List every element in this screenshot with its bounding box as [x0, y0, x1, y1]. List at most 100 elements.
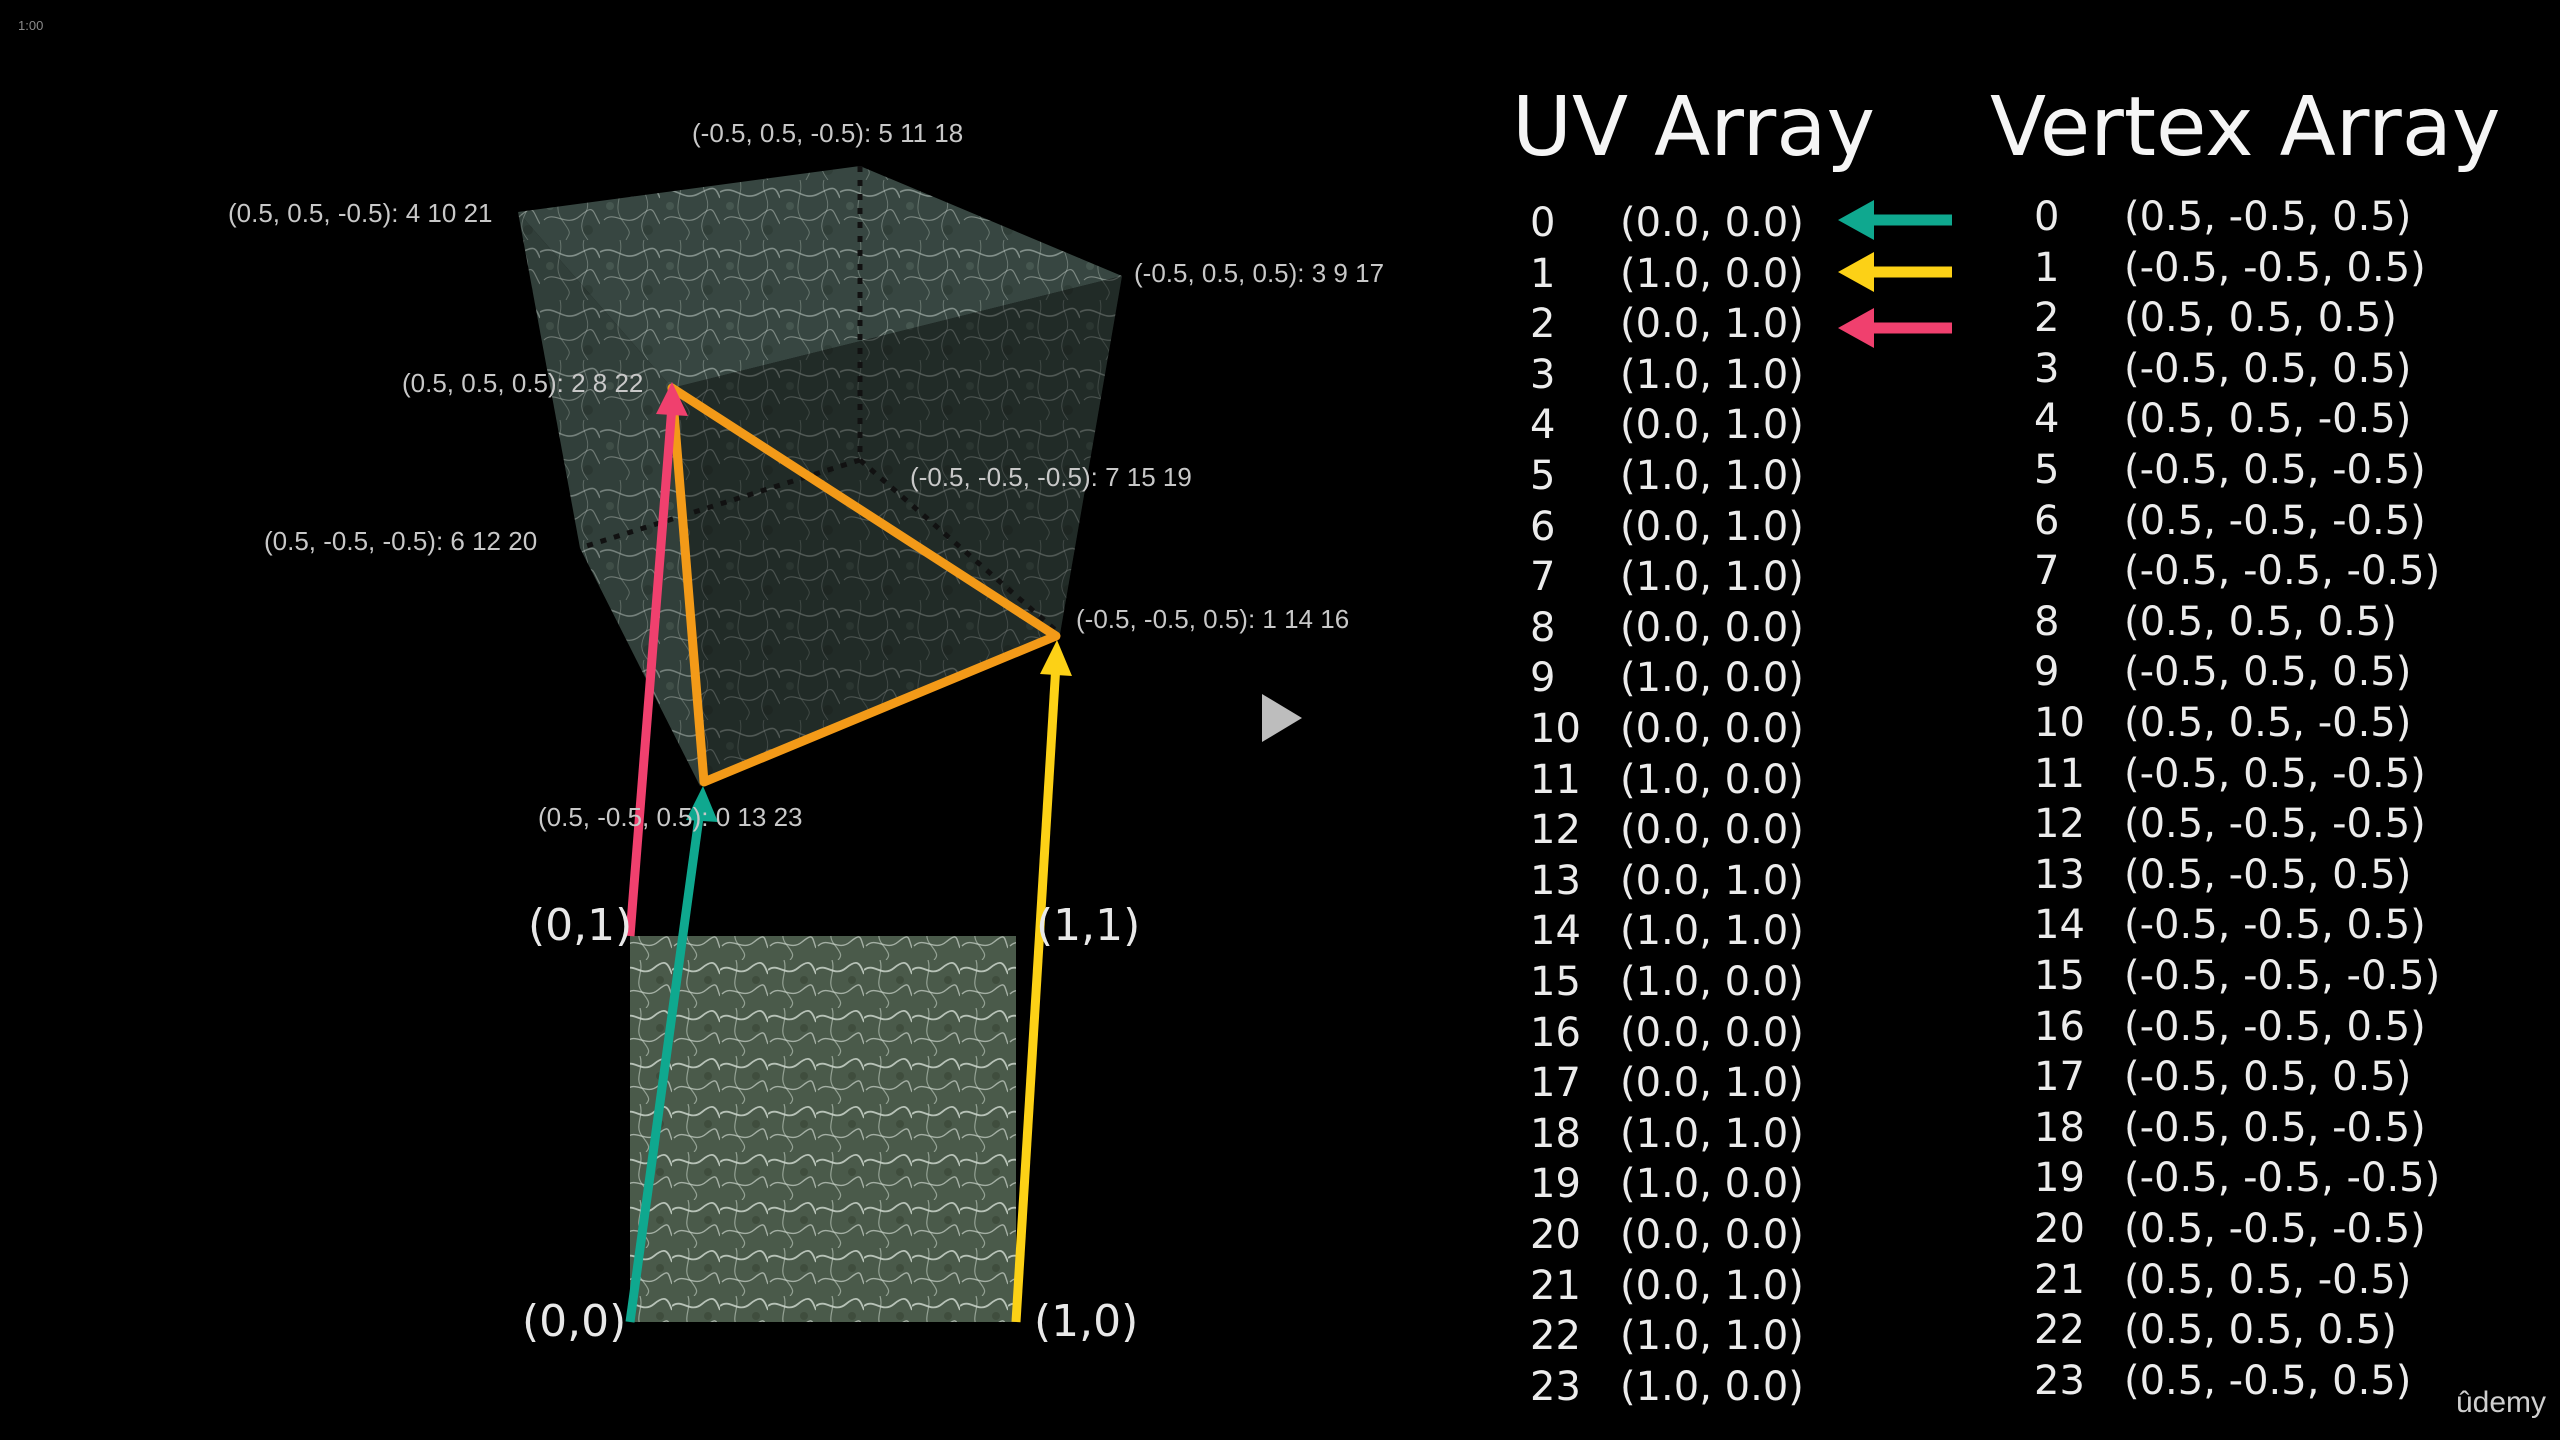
yellow-row-arrowhead: [1838, 252, 1874, 292]
row-value: (0.0, 1.0): [1620, 503, 1804, 550]
vertex-array-row: 16 (-0.5, -0.5, 0.5): [2034, 1002, 2454, 1052]
row-value: (0.5, 0.5, 0.5): [2124, 598, 2397, 645]
uv-array-row: 5 (1.0, 1.0): [1530, 451, 1830, 501]
vertex-array-row: 15 (-0.5, -0.5, -0.5): [2034, 951, 2454, 1001]
vertex-label-top-right: (-0.5, 0.5, 0.5): 3 9 17: [1134, 258, 1384, 288]
row-value: (0.0, 0.0): [1620, 1212, 1804, 1258]
uv-array-row: 23 (1.0, 0.0): [1530, 1362, 1830, 1412]
vertex-label-top-left: (0.5, 0.5, -0.5): 4 10 21: [228, 198, 493, 228]
uv-array-row: 10 (0.0, 0.0): [1530, 704, 1830, 754]
row-index: 16: [1530, 1009, 1581, 1056]
teal-uv-arrow: [625, 809, 705, 1323]
uv-array-row: 3 (1.0, 1.0): [1530, 350, 1830, 400]
vertex-array-heading: Vertex Array: [1990, 80, 2501, 175]
vertex-array-row: 10 (0.5, 0.5, -0.5): [2034, 698, 2454, 748]
row-index: 16: [2034, 1003, 2085, 1050]
uv-array-row: 16 (0.0, 0.0): [1530, 1008, 1830, 1058]
uv-array-row: 15 (1.0, 0.0): [1530, 957, 1830, 1007]
row-value: (1.0, 1.0): [1620, 351, 1804, 398]
row-value: (1.0, 0.0): [1620, 1363, 1804, 1410]
row-value: (0.0, 0.0): [1620, 604, 1804, 651]
row-value: (1.0, 1.0): [1620, 453, 1804, 499]
row-value: (-0.5, 0.5, -0.5): [2124, 1104, 2426, 1151]
row-value: (0.5, -0.5, 0.5): [2124, 194, 2412, 240]
cube-uv-diagram: (-0.5, 0.5, -0.5): 5 11 18 (0.5, 0.5, -0…: [228, 118, 1384, 1347]
vertex-array-row: 13 (0.5, -0.5, 0.5): [2034, 850, 2454, 900]
row-value: (1.0, 0.0): [1620, 250, 1804, 297]
vertex-array-row: 4 (0.5, 0.5, -0.5): [2034, 394, 2454, 444]
row-index: 17: [1530, 1060, 1581, 1107]
row-index: 8: [1530, 604, 1556, 651]
row-value: (-0.5, 0.5, 0.5): [2124, 345, 2412, 392]
uv-array-row: 21 (0.0, 1.0): [1530, 1261, 1830, 1311]
row-value: (0.5, 0.5, 0.5): [2124, 1307, 2397, 1354]
row-value: (-0.5, -0.5, 0.5): [2124, 244, 2426, 291]
vertex-array-row: 21 (0.5, 0.5, -0.5): [2034, 1255, 2454, 1305]
row-index: 21: [2034, 1256, 2085, 1303]
row-index: 11: [2034, 750, 2085, 797]
row-value: (-0.5, -0.5, -0.5): [2124, 1155, 2441, 1202]
row-index: 1: [1530, 250, 1556, 297]
uv-array-heading: UV Array: [1512, 80, 1876, 175]
row-value: (1.0, 1.0): [1620, 1110, 1804, 1157]
row-value: (0.0, 1.0): [1620, 1060, 1804, 1107]
vertex-label-top-back: (-0.5, 0.5, -0.5): 5 11 18: [692, 118, 963, 148]
uv-corner-bottom-left: (0,0): [522, 1296, 626, 1347]
row-index: 2: [1530, 301, 1556, 348]
row-value: (0.0, 1.0): [1620, 301, 1804, 348]
row-index: 18: [1530, 1110, 1581, 1157]
row-index: 23: [1530, 1363, 1581, 1410]
pink-uv-arrow: [625, 405, 677, 937]
uv-array-row: 20 (0.0, 0.0): [1530, 1210, 1830, 1260]
row-value: (1.0, 0.0): [1620, 1161, 1804, 1208]
vertex-label-front-bottom: (0.5, -0.5, 0.5): 0 13 23: [538, 802, 803, 832]
row-value: (-0.5, -0.5, -0.5): [2124, 548, 2441, 595]
uv-array-row: 1 (1.0, 0.0): [1530, 249, 1830, 299]
row-index: 7: [2034, 548, 2060, 595]
row-index: 10: [2034, 700, 2085, 746]
row-index: 0: [1530, 200, 1556, 246]
row-value: (0.0, 1.0): [1620, 402, 1804, 449]
uv-array-row: 12 (0.0, 0.0): [1530, 805, 1830, 855]
row-index: 22: [2034, 1307, 2085, 1354]
row-index: 1: [2034, 244, 2060, 291]
uv-array-row: 8 (0.0, 0.0): [1530, 603, 1830, 653]
row-index: 12: [2034, 801, 2085, 848]
vertex-array-row: 7 (-0.5, -0.5, -0.5): [2034, 546, 2454, 596]
row-index: 2: [2034, 295, 2060, 342]
udemy-logo: ûdemy: [2456, 1386, 2547, 1419]
row-value: (1.0, 1.0): [1620, 908, 1804, 955]
row-value: (-0.5, 0.5, 0.5): [2124, 649, 2412, 696]
row-index: 20: [1530, 1212, 1581, 1258]
uv-array-row: 9 (1.0, 0.0): [1530, 653, 1830, 703]
vertex-array-row: 12 (0.5, -0.5, -0.5): [2034, 799, 2454, 849]
row-index: 19: [1530, 1161, 1581, 1208]
row-value: (0.5, -0.5, 0.5): [2124, 851, 2412, 898]
row-index: 15: [2034, 953, 2085, 999]
row-value: (-0.5, 0.5, -0.5): [2124, 447, 2426, 493]
row-index: 18: [2034, 1104, 2085, 1151]
row-index: 20: [2034, 1206, 2085, 1252]
row-value: (0.0, 1.0): [1620, 1262, 1804, 1309]
vertex-array-row: 3 (-0.5, 0.5, 0.5): [2034, 344, 2454, 394]
row-index: 7: [1530, 554, 1556, 601]
vertex-array-row: 9 (-0.5, 0.5, 0.5): [2034, 647, 2454, 697]
video-timestamp: 1:00: [18, 18, 44, 33]
vertex-label-front-top: (0.5, 0.5, 0.5): 2 8 22: [402, 368, 643, 398]
play-icon[interactable]: [1262, 694, 1302, 742]
vertex-array-row: 17 (-0.5, 0.5, 0.5): [2034, 1052, 2454, 1102]
row-highlight-arrows: [1838, 200, 1952, 348]
pink-row-arrowhead: [1838, 308, 1874, 348]
vertex-array-row: 2 (0.5, 0.5, 0.5): [2034, 293, 2454, 343]
vertex-array-row: 22 (0.5, 0.5, 0.5): [2034, 1305, 2454, 1355]
uv-array-row: 17 (0.0, 1.0): [1530, 1058, 1830, 1108]
row-index: 15: [1530, 959, 1581, 1005]
row-index: 5: [2034, 447, 2060, 493]
uv-array-row: 13 (0.0, 1.0): [1530, 856, 1830, 906]
row-index: 3: [2034, 345, 2060, 392]
yellow-arrowhead: [1040, 640, 1072, 676]
vertex-array-row: 14 (-0.5, -0.5, 0.5): [2034, 900, 2454, 950]
uv-array-row: 7 (1.0, 1.0): [1530, 552, 1830, 602]
row-index: 21: [1530, 1262, 1581, 1309]
yellow-uv-arrow: [1011, 663, 1061, 1323]
